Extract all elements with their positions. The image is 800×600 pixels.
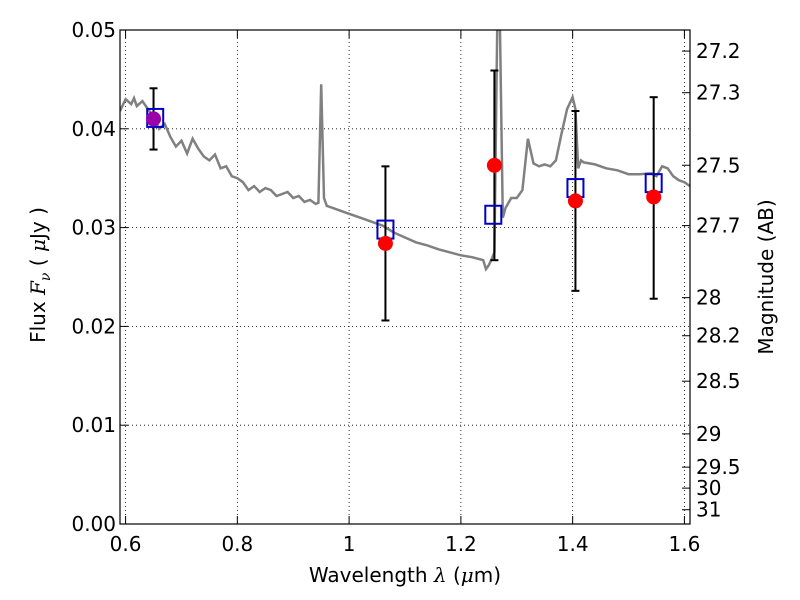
magnitude-tick-label: 31 (696, 498, 721, 522)
model-spectrum-line (120, 30, 690, 272)
x-tick-label: 1.2 (445, 532, 477, 556)
y-tick-label: 0.03 (71, 216, 116, 240)
y-tick-label: 0.05 (71, 18, 116, 42)
y-axis-label: Flux Fν ( μJy ) (26, 207, 54, 343)
x-axis-label: Wavelength λ (μm) (309, 563, 501, 587)
ticks (120, 29, 690, 525)
observed-point (486, 157, 502, 173)
x-tick-label: 1 (343, 532, 356, 556)
observed-point (567, 193, 583, 209)
observed-point (377, 235, 393, 251)
magnitude-tick-label: 28.5 (696, 369, 741, 393)
magnitude-tick-label: 29.5 (696, 455, 741, 479)
magnitude-tick-label: 28.2 (696, 324, 741, 348)
observed-point (646, 189, 662, 205)
x-tick-labels: 0.6 0.8 1 1.2 1.4 1.6 (110, 532, 701, 556)
y-tick-label: 0.00 (71, 512, 116, 536)
model-spectrum (120, 30, 690, 272)
x-tick-label: 0.8 (221, 532, 253, 556)
x-tick-label: 0.6 (110, 532, 142, 556)
observed-point (146, 111, 162, 127)
magnitude-axis-label: Magnitude (AB) (754, 199, 778, 354)
observed-points (146, 111, 662, 251)
y-tick-labels: 0.00 0.01 0.02 0.03 0.04 0.05 (71, 18, 116, 536)
magnitude-tick-label: 27.2 (696, 39, 741, 63)
plot-frame (119, 29, 691, 525)
model-point-square (484, 204, 503, 225)
magnitude-tick-label: 29 (696, 422, 721, 446)
y-tick-label: 0.02 (71, 314, 116, 338)
y-tick-label: 0.01 (71, 413, 116, 437)
magnitude-tick-label: 27.5 (696, 153, 741, 177)
magnitude-tick-label: 28 (696, 286, 721, 310)
x-tick-label: 1.6 (669, 532, 701, 556)
x-tick-label: 1.4 (557, 532, 589, 556)
magnitude-tick-label: 27.7 (696, 214, 741, 238)
magnitude-tick-label: 27.3 (696, 81, 741, 105)
y-tick-label: 0.04 (71, 117, 116, 141)
magnitude-tick-label: 30 (696, 476, 721, 500)
